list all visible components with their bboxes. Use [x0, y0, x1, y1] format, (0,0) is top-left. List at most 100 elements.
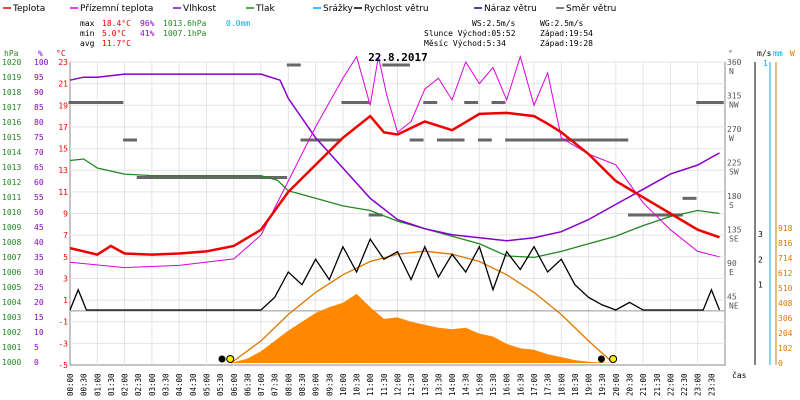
- wind-dir-point: [486, 138, 490, 142]
- wind-dir-point: [543, 138, 547, 142]
- wind-dir-point: [521, 138, 525, 142]
- wind-dir-point: [638, 213, 642, 217]
- wind-dir-point: [385, 63, 389, 67]
- wind-dir-point: [704, 101, 708, 104]
- wind-dir-point: [595, 138, 599, 142]
- wind-dir-point: [387, 63, 391, 67]
- wind-dir-point: [357, 101, 361, 104]
- wind-dir-point: [243, 176, 247, 179]
- hpa-tick: 1001: [2, 343, 21, 352]
- wind-dir-point: [712, 101, 716, 104]
- hpa-tick: 1017: [2, 103, 21, 112]
- stats-pressure: 1007.1hPa: [163, 29, 207, 38]
- x-tick: 12:00: [394, 373, 403, 396]
- w-tick: 102: [778, 344, 793, 353]
- stats-pressure: 1013.6hPa: [163, 19, 207, 28]
- hpa-tick: 1007: [2, 253, 21, 262]
- wind-dir-point: [123, 138, 127, 142]
- pct-tick: 5: [34, 343, 39, 352]
- wind-dir-point: [647, 213, 651, 217]
- pct-tick: 80: [34, 118, 44, 127]
- axes-layer: hPa% °C1020101910181017101610151014101310…: [2, 49, 795, 396]
- wind-dir-point: [417, 138, 421, 142]
- x-tick: 17:00: [530, 373, 539, 396]
- wind-speed-line: [69, 237, 721, 311]
- wind-dir-point: [161, 176, 165, 179]
- wind-dir-point: [480, 138, 484, 142]
- wind-dir-point: [690, 196, 694, 200]
- wind-dir-point: [469, 101, 473, 104]
- wind-dir-point: [325, 138, 329, 142]
- wind-dir-point: [164, 176, 168, 179]
- w-tick: 510: [778, 284, 793, 293]
- wind-dir-point: [458, 138, 462, 142]
- pct-tick: 75: [34, 133, 44, 142]
- dir-tick-name: SE: [729, 235, 739, 244]
- pct-tick: 20: [34, 298, 44, 307]
- x-tick: 11:30: [380, 373, 389, 396]
- grid: [69, 61, 726, 366]
- wind-dir-point: [286, 63, 290, 67]
- wind-dir-point: [210, 176, 214, 179]
- x-tick: 20:30: [625, 373, 634, 396]
- wind-dir-point: [636, 213, 640, 217]
- ms-tick: 3: [758, 230, 763, 239]
- temperature-line: [69, 111, 720, 256]
- dir-tick: 360: [727, 58, 742, 67]
- wind-dir-point: [172, 176, 176, 179]
- pct-tick: 30: [34, 268, 44, 277]
- x-tick: 19:30: [598, 373, 607, 396]
- x-tick: 14:30: [462, 373, 471, 396]
- ms-tick: 2: [758, 255, 763, 264]
- wind-dir-point: [245, 176, 249, 179]
- wind-dir-point: [527, 138, 530, 142]
- wind-dir-point: [644, 213, 648, 217]
- pct-tick: 65: [34, 163, 44, 172]
- wind-dir-point: [510, 138, 514, 142]
- wind-dir-point: [341, 101, 345, 104]
- wind-dir-point: [401, 63, 405, 67]
- hpa-tick: 1009: [2, 223, 21, 232]
- x-tick: 21:00: [639, 373, 648, 396]
- legend-label: Rychlost větru: [364, 4, 429, 14]
- wind-dir-point: [207, 176, 211, 179]
- wind-dir-point: [423, 101, 427, 104]
- wind-dir-point: [507, 138, 511, 142]
- wind-dir-point: [360, 101, 364, 104]
- w-tick: 612: [778, 269, 793, 278]
- wind-dir-point: [551, 138, 555, 142]
- wind-dir-point: [112, 101, 116, 104]
- pct-tick: 15: [34, 313, 44, 322]
- wind-dir-point: [390, 63, 394, 67]
- x-tick: 22:30: [680, 373, 689, 396]
- stats-sunrise: Slunce Východ:05:52: [424, 29, 516, 38]
- pct-tick: 95: [34, 73, 44, 82]
- hpa-tick: 1008: [2, 238, 21, 247]
- wind-dir-point: [696, 101, 700, 104]
- wind-dir-point: [477, 138, 481, 142]
- wind-dir-point: [483, 138, 487, 142]
- wind-dir-point: [701, 101, 705, 104]
- wind-dir-point: [254, 176, 258, 179]
- legend-label: Vlhkost: [183, 4, 216, 14]
- pressure-line: [69, 158, 720, 259]
- wind-dir-point: [578, 138, 582, 142]
- wind-dir-point: [600, 138, 604, 142]
- wind-dir-point: [319, 138, 323, 142]
- temp-tick: 17: [58, 123, 68, 132]
- pct-tick: 85: [34, 103, 44, 112]
- wind-dir-point: [559, 138, 563, 142]
- wind-dir-point: [524, 138, 528, 142]
- x-tick: 09:30: [325, 373, 334, 396]
- wind-dir-point: [374, 213, 378, 217]
- wind-dir-point: [494, 101, 498, 104]
- wind-dir-point: [289, 63, 293, 67]
- wind-dir-point: [505, 138, 509, 142]
- x-tick: 05:30: [216, 373, 225, 396]
- x-tick: 03:00: [148, 373, 157, 396]
- chart-title: 22.8.2017: [368, 51, 428, 64]
- x-tick: 23:30: [707, 373, 716, 396]
- wind-dir-point: [532, 138, 536, 142]
- temp-tick: -1: [58, 318, 68, 327]
- wind-dir-point: [106, 101, 110, 104]
